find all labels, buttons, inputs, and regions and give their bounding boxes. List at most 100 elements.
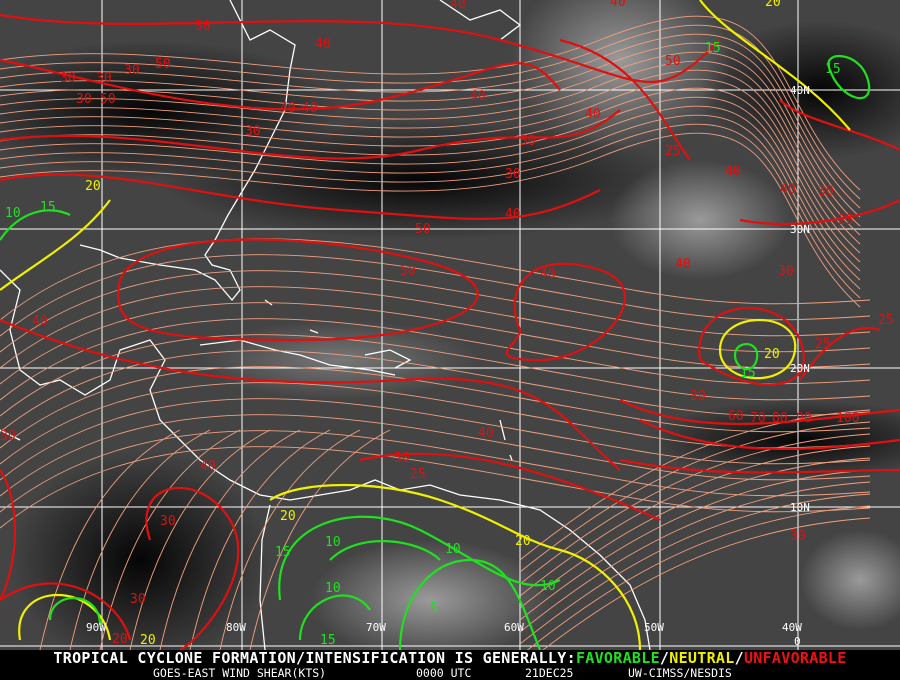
longitude-label: 70W (366, 621, 386, 634)
streamline (519, 433, 871, 585)
contour-label-unfavorable: 50 (665, 54, 681, 69)
streamline (0, 366, 871, 449)
contour-label-favorable: 15 (825, 62, 841, 77)
streamline (0, 105, 861, 281)
contour-label-unfavorable: 50 (400, 264, 416, 279)
contour-label-unfavorable: 50 (100, 92, 116, 107)
contour-label-favorable: 15 (275, 545, 291, 560)
streamline (0, 270, 871, 353)
contour-unfavorable (0, 13, 721, 83)
contour-label-unfavorable: 30 (124, 63, 140, 78)
contour-label-favorable: 15 (320, 633, 336, 648)
streamline (39, 429, 181, 650)
contour-unfavorable (739, 199, 900, 225)
contour-neutral (269, 483, 642, 650)
streamline (0, 15, 861, 191)
latitude-label: 30N (790, 223, 810, 236)
contour-label-unfavorable: 25 (665, 144, 681, 159)
contour-favorable (0, 209, 71, 241)
legend-separator: / (734, 649, 744, 667)
streamline (189, 429, 331, 650)
streamline (519, 481, 871, 633)
contour-label-unfavorable: 40 (585, 107, 601, 122)
longitude-label: 60W (504, 621, 524, 634)
streamline (0, 318, 871, 401)
contour-unfavorable (117, 238, 479, 342)
contour-label-unfavorable: 30 (195, 19, 211, 34)
streamline (249, 429, 391, 650)
legend-unfavorable: UNFAVORABLE (743, 649, 847, 667)
contour-label-unfavorable: 40 (450, 0, 466, 12)
contour-unfavorable (0, 109, 621, 160)
streamline (0, 132, 861, 308)
contour-neutral (18, 594, 112, 641)
contour-label-unfavorable: 30 (505, 167, 521, 182)
contour-label-neutral: 20 (764, 347, 780, 362)
contour-label-unfavorable: 40 (505, 207, 521, 222)
contour-label-unfavorable: 80 (772, 411, 788, 426)
contour-label-favorable: 10 (325, 535, 341, 550)
contour-label-unfavorable: 50 (415, 222, 431, 237)
streamline (0, 254, 871, 337)
latitude-label: 0 (794, 635, 801, 648)
headline: TROPICAL CYCLONE FORMATION/INTENSIFICATI… (0, 650, 900, 666)
contour-label-unfavorable: 30 (690, 389, 706, 404)
latitude-label: 40N (790, 84, 810, 97)
contour-unfavorable (639, 419, 900, 451)
streamline (99, 429, 241, 650)
latitude-label: 10N (790, 501, 810, 514)
contour-label-unfavorable: 30 (790, 529, 806, 544)
contour-label-unfavorable: 40 (725, 164, 741, 179)
contour-label-unfavorable: 40 (32, 314, 48, 329)
coastline (79, 0, 296, 302)
streamline (0, 238, 871, 321)
contour-label-unfavorable: 30 (0, 429, 16, 444)
contour-label-unfavorable: 50 (520, 134, 536, 149)
contour-label-unfavorable: 40 (540, 267, 556, 282)
contour-label-neutral: 20 (515, 534, 531, 549)
product-source: UW-CIMSS/NESDIS (628, 666, 732, 680)
legend-neutral: NEUTRAL (669, 649, 735, 667)
contour-label-unfavorable: 40 (302, 101, 318, 116)
streamline (0, 446, 871, 529)
streamline (0, 60, 861, 236)
contour-label-unfavorable: 100 (836, 411, 859, 426)
contour-label-unfavorable: 25 (878, 313, 894, 328)
contour-label-unfavorable: 40 (478, 426, 494, 441)
streamline (0, 96, 861, 272)
longitude-label: 90W (86, 621, 106, 634)
contour-label-unfavorable: 30 (130, 592, 146, 607)
coastline (0, 429, 271, 650)
contour-label-unfavorable: 30 (60, 71, 76, 86)
contour-label-unfavorable: 40 (470, 89, 486, 104)
streamline (0, 286, 871, 369)
streamline (0, 334, 871, 417)
contour-favorable (398, 558, 542, 650)
contour-unfavorable (799, 327, 881, 381)
streamline (0, 24, 861, 200)
streamlines (0, 15, 871, 650)
streamline (0, 430, 871, 513)
contour-label-favorable: 5 (430, 601, 438, 616)
contour-label-favorable: 10 (325, 581, 341, 596)
streamline (0, 114, 861, 290)
contour-label-unfavorable: 30 (778, 264, 794, 279)
contour-unfavorable (0, 58, 561, 111)
streamline (0, 123, 861, 299)
streamline (519, 493, 871, 645)
contour-label-unfavorable: 30 (394, 451, 410, 466)
coastline (364, 349, 412, 369)
contour-label-unfavorable: 25 (410, 467, 426, 482)
streamline (0, 350, 871, 433)
contour-label-unfavorable: 70 (750, 411, 766, 426)
contour-unfavorable (619, 458, 900, 474)
contour-label-favorable: 15 (705, 41, 721, 56)
streamline (219, 429, 361, 650)
contour-label-unfavorable: 40 (675, 257, 691, 272)
contour-favorable (329, 540, 441, 561)
coastline (439, 0, 522, 41)
contour-label-neutral: 20 (85, 179, 101, 194)
